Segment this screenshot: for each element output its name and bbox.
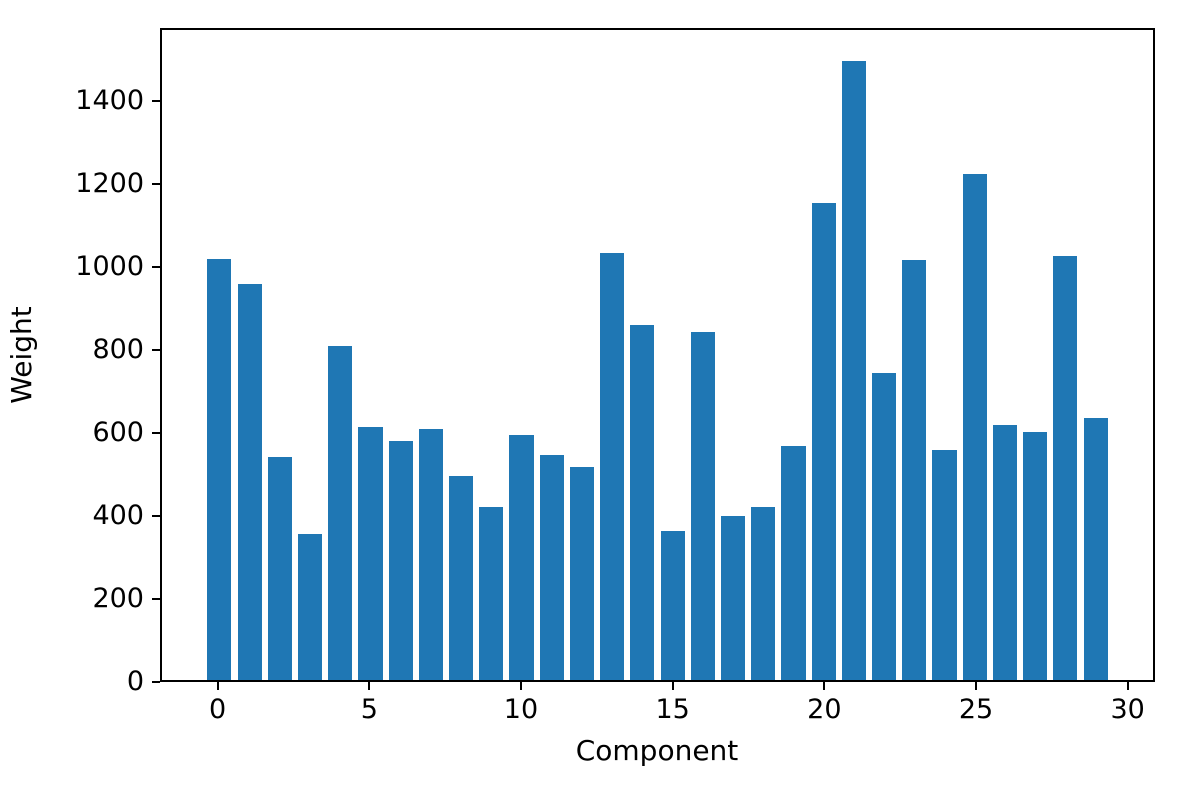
bar xyxy=(962,174,987,680)
y-tick-label: 400 xyxy=(92,499,144,531)
y-tick-mark xyxy=(152,348,160,351)
x-tick-label: 25 xyxy=(958,694,994,725)
plot-area xyxy=(160,28,1155,682)
bar xyxy=(569,467,595,680)
x-tick-label: 0 xyxy=(209,694,227,725)
bar xyxy=(418,429,443,680)
x-tick-mark xyxy=(1126,682,1129,690)
x-axis-label: Component xyxy=(575,734,739,767)
x-tick-mark xyxy=(823,682,826,690)
y-tick-label: 1400 xyxy=(75,84,144,116)
y-tick-label: 600 xyxy=(92,416,144,448)
bar xyxy=(781,445,806,680)
bar xyxy=(1083,417,1108,680)
bar xyxy=(841,60,866,680)
bar xyxy=(207,259,232,680)
y-tick-mark xyxy=(152,681,160,683)
bar xyxy=(902,259,927,680)
bar xyxy=(690,332,715,680)
bar xyxy=(932,450,957,680)
y-tick-mark xyxy=(152,99,160,102)
x-tick-label: 30 xyxy=(1110,694,1145,725)
x-tick-mark xyxy=(519,682,522,690)
y-tick-label: 200 xyxy=(92,582,144,614)
y-tick-label: 1000 xyxy=(75,250,144,282)
x-tick-label: 10 xyxy=(503,694,539,725)
bar xyxy=(811,203,836,680)
x-tick-label: 20 xyxy=(807,694,842,725)
bar xyxy=(992,424,1018,680)
bar xyxy=(872,373,897,680)
bar xyxy=(720,516,746,680)
bar xyxy=(660,531,685,680)
y-tick-label: 1200 xyxy=(75,167,144,199)
x-tick-mark xyxy=(216,682,219,690)
bar xyxy=(539,455,564,680)
y-tick-label: 0 xyxy=(126,666,144,697)
bar xyxy=(600,252,625,680)
x-tick-label: 5 xyxy=(360,694,378,725)
bar xyxy=(509,435,534,680)
y-tick-mark xyxy=(152,597,160,600)
y-axis-label: Weight xyxy=(5,306,38,404)
y-tick-label: 800 xyxy=(92,333,144,365)
bar xyxy=(479,506,504,680)
bar xyxy=(1023,431,1048,680)
x-tick-mark xyxy=(671,682,674,690)
x-tick-label: 15 xyxy=(655,694,690,725)
bar xyxy=(388,440,413,680)
bar xyxy=(267,457,292,680)
y-tick-mark xyxy=(152,431,160,434)
y-tick-mark xyxy=(152,265,160,268)
bar xyxy=(328,345,353,680)
bar xyxy=(751,506,776,680)
bar xyxy=(237,283,262,680)
y-tick-mark xyxy=(152,514,160,517)
bar xyxy=(297,533,323,680)
bar xyxy=(358,427,383,680)
bar xyxy=(1053,255,1078,680)
bar xyxy=(449,475,474,680)
bar xyxy=(630,325,655,680)
x-tick-mark xyxy=(368,682,371,690)
y-tick-mark xyxy=(152,182,160,185)
x-tick-mark xyxy=(975,682,978,690)
